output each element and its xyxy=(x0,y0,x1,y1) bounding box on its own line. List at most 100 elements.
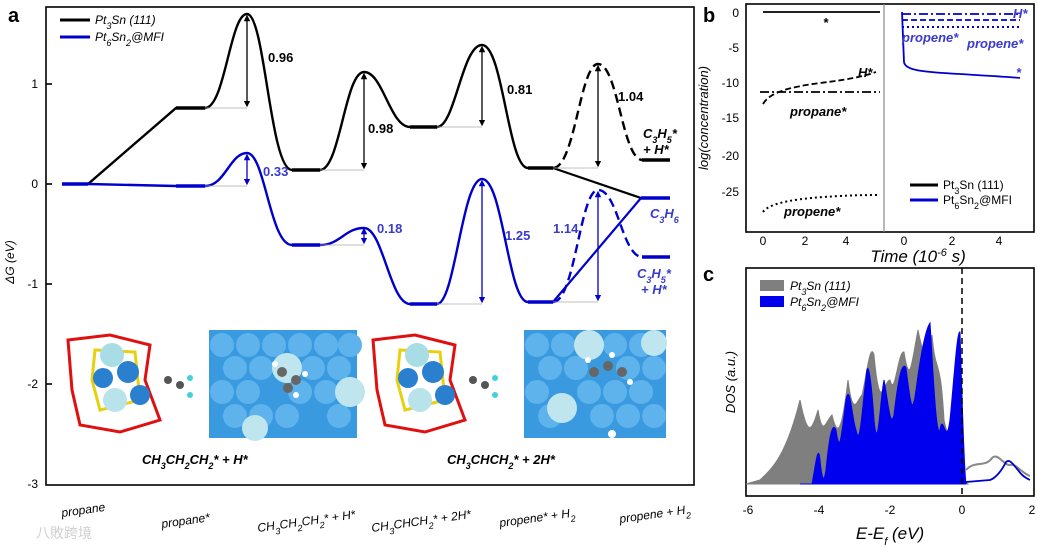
svg-text:-6: -6 xyxy=(743,503,754,517)
barrier-black-3: 0.81 xyxy=(507,82,532,97)
svg-text:-5: -5 xyxy=(728,41,739,55)
a-xcat-ch3chch2: CH3CHCH2* + 2H* xyxy=(370,507,472,539)
legend-label-pt3sn: Pt3Sn (111) xyxy=(95,13,156,31)
panel-b-letter: b xyxy=(703,5,715,27)
pt3sn-profile xyxy=(62,12,553,186)
dos-pt6sn2-tail xyxy=(965,460,1031,483)
svg-text:*: * xyxy=(1016,65,1022,80)
c-xlabel: E-Ef (eV) xyxy=(856,524,924,548)
dos-pt3sn-tail xyxy=(965,455,1031,477)
structure-image-surface-1 xyxy=(209,330,365,441)
barrier-blue-1: 0.33 xyxy=(263,164,288,179)
svg-text:2: 2 xyxy=(1029,503,1036,517)
a-xcat-ch3ch2ch2: CH3CH2CH2* + H* xyxy=(256,507,357,539)
a-xcat-propane-star: propane* xyxy=(159,510,211,531)
pt3sn-propene-line xyxy=(552,166,642,200)
svg-text:4: 4 xyxy=(843,234,850,248)
a-ytick: -1 xyxy=(27,277,38,291)
panel-a-letter: a xyxy=(8,5,20,27)
svg-text:0: 0 xyxy=(760,234,767,248)
a-legend: Pt3Sn (111) Pt6Sn2@MFI xyxy=(60,13,165,48)
species-h-blue: + H* xyxy=(641,282,668,297)
panel-b-legend: Pt3Sn (111) Pt6Sn2@MFI xyxy=(910,178,1012,211)
b-xlabel: Time (10-6 s) xyxy=(870,247,966,266)
pt6sn2-profile-dashed xyxy=(552,188,643,304)
panel-b-curve-labels: * H* propane* propene* H* propene* prope… xyxy=(783,6,1028,219)
panel-c-legend: Pt3Sn (111) Pt6Sn2@MFI xyxy=(760,279,860,313)
structure-image-zeolite-1 xyxy=(62,330,202,438)
panel-c-dos xyxy=(745,268,1031,496)
species-c3h6-blue: C3H6 xyxy=(650,206,680,225)
a-ytick: -2 xyxy=(27,377,38,391)
panel-b-frame xyxy=(745,3,1035,233)
b-pt6sn2-star xyxy=(901,11,1021,79)
svg-text:0: 0 xyxy=(901,234,908,248)
a-ytick: 1 xyxy=(31,77,38,91)
svg-text:propene*: propene* xyxy=(966,36,1024,51)
svg-text:-2: -2 xyxy=(885,503,896,517)
panel-c-x-ticks: -6 -4 -2 0 2 xyxy=(743,503,1036,517)
barrier-arrows xyxy=(243,14,602,304)
svg-text:*: * xyxy=(823,15,829,30)
barrier-values: 0.96 0.98 0.81 1.04 0.33 0.18 1.25 1.14 xyxy=(263,50,644,243)
species-h-black: + H* xyxy=(643,142,670,157)
svg-text:0: 0 xyxy=(959,503,966,517)
b-ylabel: log(concentration) xyxy=(696,66,711,170)
svg-text:-15: -15 xyxy=(722,111,740,125)
structure-captions: CH3CH2CH2* + H* CH3CHCH2* + 2H* xyxy=(142,452,556,471)
svg-text:propene*: propene* xyxy=(783,204,841,219)
svg-text:-25: -25 xyxy=(722,185,740,199)
pt6sn2-plateaus xyxy=(62,182,553,306)
pt3sn-profile-dashed xyxy=(552,62,643,170)
structure-image-surface-2 xyxy=(524,330,667,438)
legend-label-pt6sn2: Pt6Sn2@MFI xyxy=(95,30,165,48)
a-energy-profiles xyxy=(62,12,670,306)
svg-text:2: 2 xyxy=(802,234,809,248)
a-xcat-propane: propane xyxy=(59,500,106,520)
c-ylabel: DOS (a.u.) xyxy=(723,351,738,413)
a-xcat-propene-star: propene* + H2 xyxy=(497,506,576,535)
panel-b-curves xyxy=(760,11,1021,213)
a-ylabel: ΔG (eV) xyxy=(3,240,17,284)
barrier-blue-4: 1.14 xyxy=(553,221,579,236)
barrier-black-2: 0.98 xyxy=(368,121,393,136)
a-ytick: -3 xyxy=(27,477,38,491)
panel-c-frame xyxy=(745,267,1035,497)
panel-a-y-ticks: 1 0 -1 -2 -3 xyxy=(27,77,52,491)
caption-ch3ch2ch2: CH3CH2CH2* + H* xyxy=(142,452,249,471)
b-pt3sn-h xyxy=(762,71,877,105)
barrier-blue-3: 1.25 xyxy=(505,228,530,243)
b-legend-pt6sn2: Pt6Sn2@MFI xyxy=(943,193,1012,211)
dos-pt6sn2-fill xyxy=(800,321,967,485)
c-legend-pt6sn2: Pt6Sn2@MFI xyxy=(790,295,860,313)
structure-image-zeolite-2 xyxy=(367,330,507,438)
a-xcat-propene: propene + H2 xyxy=(617,502,691,530)
pt6sn2-propene-line xyxy=(552,197,642,303)
panel-b-y-ticks: 0 -5 -10 -15 -20 -25 xyxy=(722,6,740,199)
svg-text:propene*: propene* xyxy=(901,30,959,45)
pt6sn2-profile xyxy=(62,151,553,306)
svg-text:-20: -20 xyxy=(722,149,740,163)
reference-lines xyxy=(205,107,598,305)
a-ytick: 0 xyxy=(31,177,38,191)
species-labels: C3H5* + H* C3H6 C3H5* + H* xyxy=(637,126,680,297)
a-x-categories: propane propane* CH3CH2CH2* + H* CH3CHCH… xyxy=(59,500,691,539)
watermark-text: 八敗跨境 xyxy=(36,525,92,541)
panel-b-x-ticks: 0 2 4 0 2 4 xyxy=(760,234,1003,248)
panel-c-letter: c xyxy=(703,264,714,286)
svg-text:4: 4 xyxy=(996,234,1003,248)
svg-text:2: 2 xyxy=(949,234,956,248)
svg-text:propane*: propane* xyxy=(789,104,847,119)
pt3sn-plateaus xyxy=(176,106,553,172)
svg-text:H*: H* xyxy=(858,65,873,80)
svg-text:-4: -4 xyxy=(814,503,825,517)
caption-ch3chch2: CH3CHCH2* + 2H* xyxy=(447,452,556,471)
svg-text:0: 0 xyxy=(732,6,739,20)
panel-a-frame xyxy=(45,6,695,486)
barrier-blue-2: 0.18 xyxy=(377,221,402,236)
svg-text:-10: -10 xyxy=(722,76,740,90)
barrier-black-1: 0.96 xyxy=(268,50,293,65)
svg-text:H*: H* xyxy=(1013,6,1028,21)
barrier-black-4: 1.04 xyxy=(618,89,644,104)
